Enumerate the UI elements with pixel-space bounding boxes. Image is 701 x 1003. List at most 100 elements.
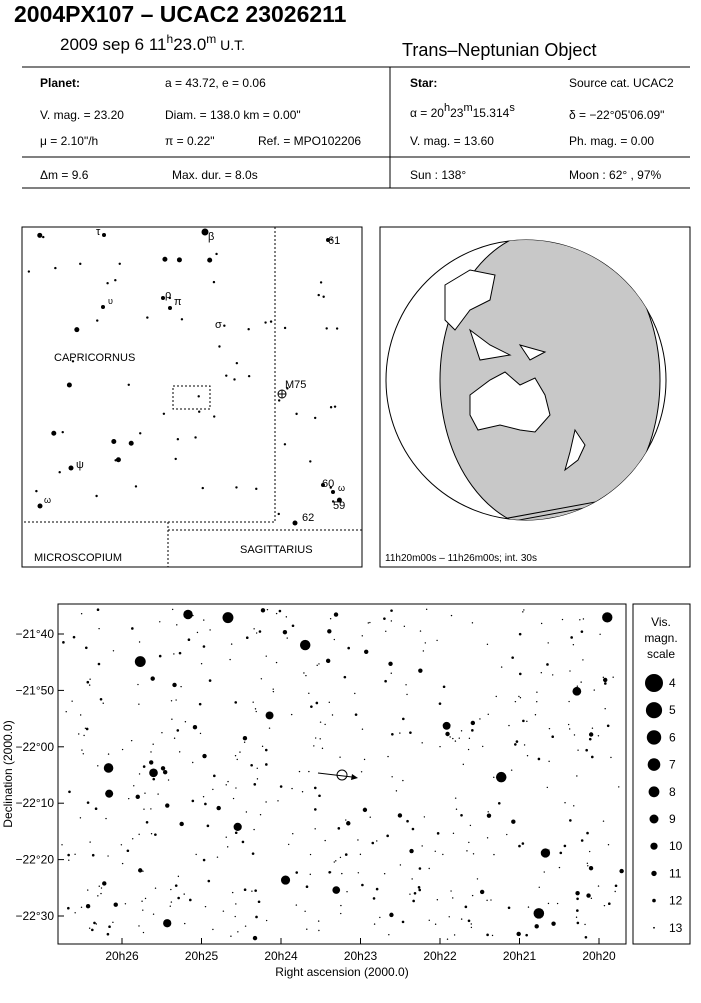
- boundaries: [22, 227, 362, 567]
- field-star: [272, 688, 274, 690]
- field-star: [133, 785, 135, 787]
- field-star: [97, 895, 99, 897]
- field-star: [208, 679, 212, 682]
- map-star: [106, 282, 109, 285]
- field-star: [399, 864, 402, 866]
- field-star: [552, 674, 554, 676]
- planet-parallax: π = 0.22": [165, 134, 215, 148]
- field-star: [514, 700, 517, 703]
- field-star: [384, 679, 387, 683]
- field-star: [570, 636, 573, 639]
- field-star: [493, 853, 495, 856]
- field-star: [402, 717, 405, 721]
- map-star: [96, 319, 99, 322]
- field-star: [82, 753, 85, 755]
- field-star: [418, 668, 423, 673]
- field-star: [170, 700, 173, 702]
- moon: Moon : 62° , 97%: [569, 168, 662, 182]
- map-star: [331, 500, 335, 503]
- legend-title: scale: [647, 647, 675, 661]
- map-star: [61, 430, 64, 434]
- field-star: [516, 931, 521, 937]
- field-star: [172, 682, 177, 688]
- field-star: [213, 774, 216, 778]
- field-star: [128, 797, 130, 800]
- map-star: [201, 486, 204, 490]
- field-star: [306, 928, 308, 930]
- field-star: [279, 785, 283, 788]
- field-star: [169, 905, 171, 907]
- field-star: [548, 760, 550, 763]
- field-star: [121, 748, 124, 751]
- field-star: [548, 849, 550, 851]
- field-star: [442, 685, 446, 689]
- field-star: [417, 886, 421, 889]
- field-star: [367, 622, 370, 624]
- field-star: [212, 928, 214, 931]
- field-star: [180, 685, 182, 688]
- field-star: [442, 721, 451, 730]
- field-star: [202, 796, 205, 798]
- field-star: [603, 677, 608, 683]
- field-star: [514, 743, 517, 746]
- field-star: [83, 734, 85, 737]
- field-star: [236, 758, 238, 761]
- field-star: [436, 899, 439, 901]
- field-star: [446, 938, 449, 940]
- field-star: [340, 904, 342, 907]
- field-star: [462, 763, 465, 766]
- field-star: [163, 919, 172, 928]
- x-axis-label: Right ascension (2000.0): [275, 965, 408, 979]
- star-label: 59: [333, 500, 345, 512]
- field-star: [597, 885, 600, 887]
- field-star: [152, 913, 155, 915]
- field-star: [409, 848, 414, 854]
- field-star: [421, 845, 423, 847]
- field-star: [89, 678, 91, 680]
- field-star: [411, 878, 413, 880]
- map-star: [329, 486, 332, 489]
- y-tick-label: −22°20: [15, 853, 54, 867]
- field-star: [619, 868, 624, 874]
- field-star: [340, 912, 342, 915]
- field-star: [584, 923, 586, 926]
- field-star: [491, 934, 494, 937]
- field-star: [495, 771, 507, 783]
- field-star: [610, 756, 612, 759]
- constellation-name: MICROSCOPIUM: [34, 552, 122, 564]
- night-side: [439, 240, 661, 520]
- y-tick-label: −22°10: [15, 796, 54, 810]
- field-star: [325, 658, 331, 664]
- field-star: [303, 672, 305, 674]
- field-star: [428, 919, 430, 921]
- field-star: [399, 732, 401, 734]
- map-star: [168, 306, 172, 310]
- star-phmag: Ph. mag. = 0.00: [569, 134, 654, 148]
- field-star: [551, 735, 555, 739]
- field-star: [572, 644, 575, 646]
- field-star: [438, 702, 442, 705]
- field-star: [391, 776, 393, 778]
- field-star: [506, 833, 508, 836]
- map-star: [95, 494, 98, 498]
- map-star: [223, 324, 226, 327]
- field-star: [67, 853, 70, 857]
- field-star: [568, 728, 571, 730]
- field-star: [106, 932, 110, 936]
- field-star: [476, 878, 479, 880]
- field-star: [264, 748, 268, 752]
- field-star: [144, 792, 146, 794]
- field-star: [526, 720, 528, 723]
- map-star: [162, 256, 168, 262]
- field-star: [442, 853, 444, 856]
- field-star: [551, 921, 556, 926]
- field-star: [369, 816, 371, 818]
- legend-label: 12: [669, 894, 683, 908]
- field-star: [149, 768, 158, 778]
- field-star: [518, 695, 520, 698]
- legend-dot: [649, 814, 659, 824]
- field-star: [252, 701, 254, 703]
- field-star: [579, 619, 581, 621]
- field-star: [309, 853, 312, 856]
